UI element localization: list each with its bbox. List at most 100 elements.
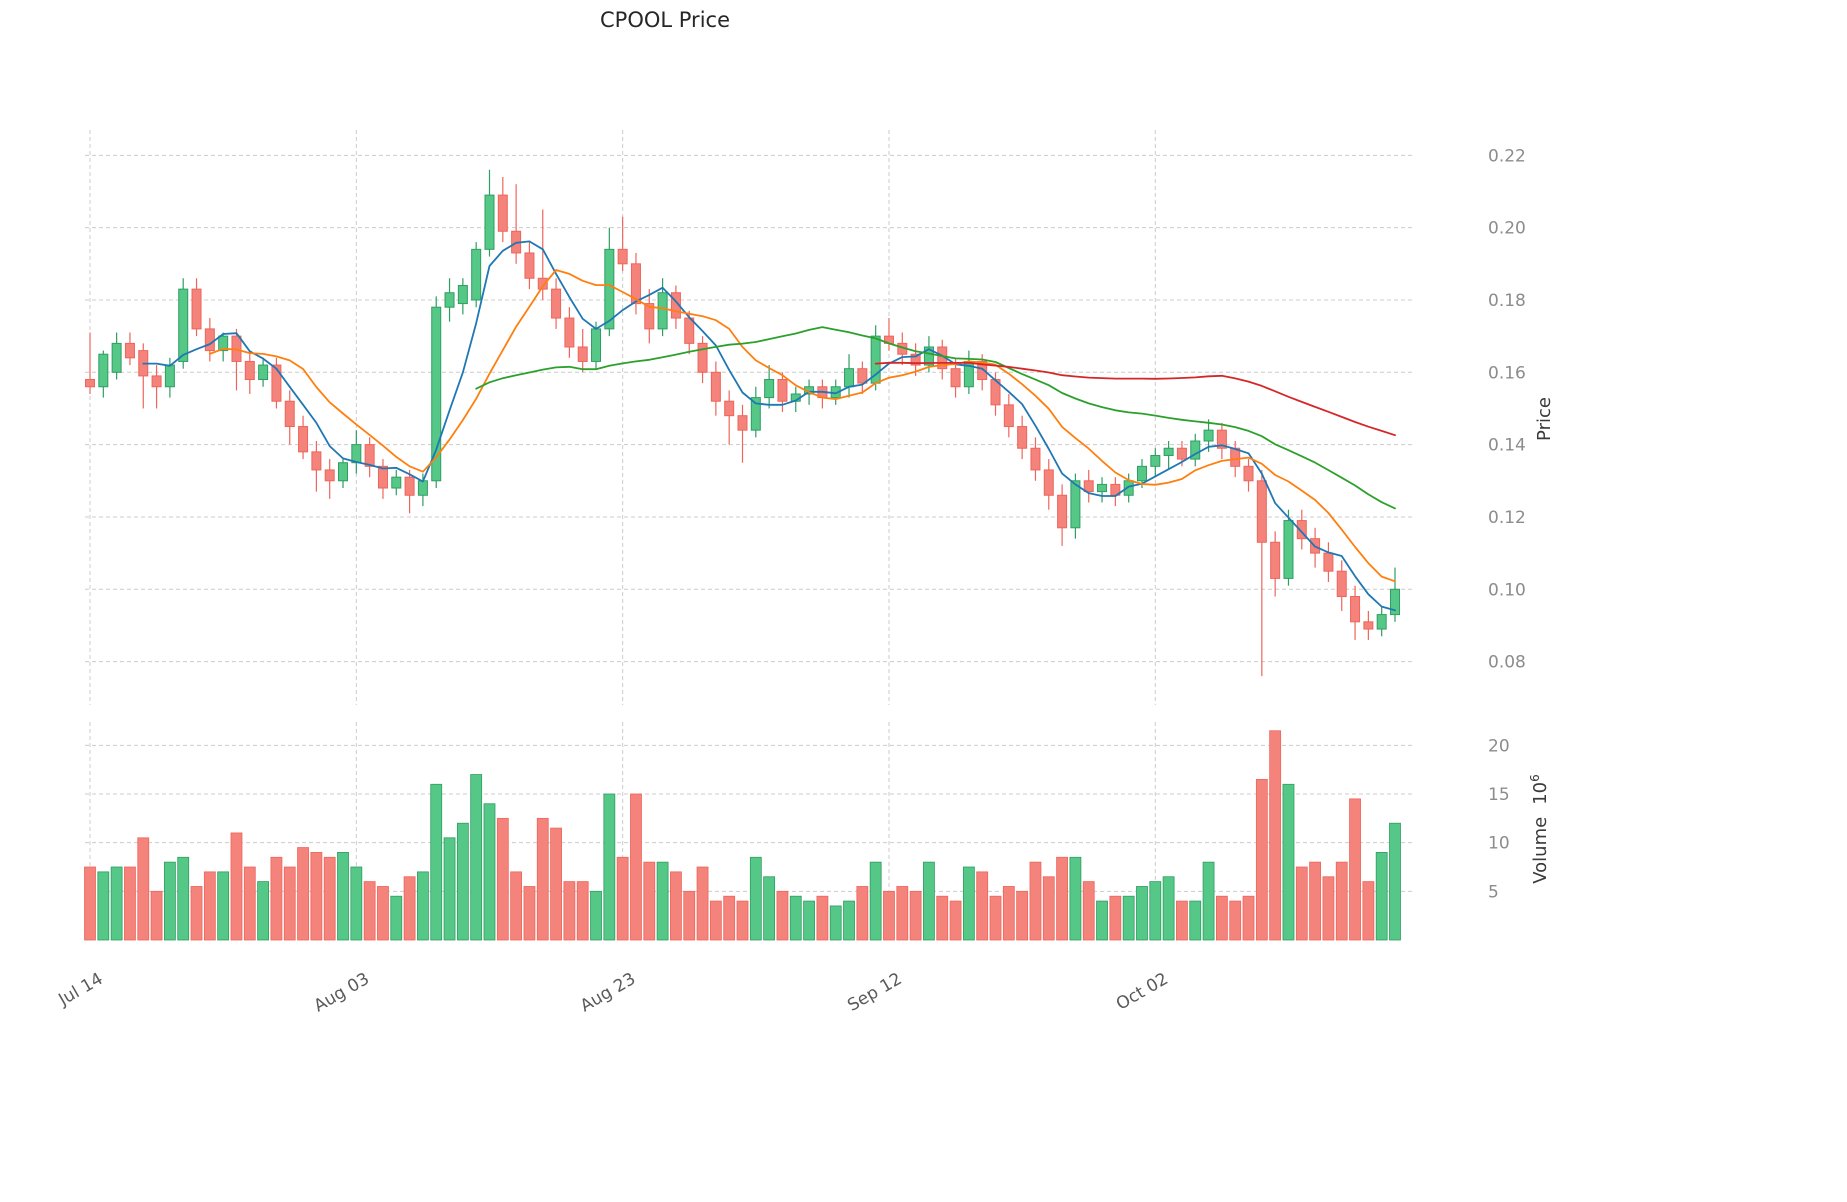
ma-line-MA10 <box>208 269 1396 583</box>
volume-bar <box>536 817 549 941</box>
candle-body <box>551 288 562 319</box>
volume-bar <box>217 871 230 941</box>
candle-body <box>471 248 482 301</box>
volume-bar <box>856 886 869 941</box>
volume-bar <box>337 852 349 941</box>
volume-bar <box>270 856 283 941</box>
volume-bar <box>816 895 829 941</box>
volume-bar <box>1335 861 1348 941</box>
volume-bar <box>1016 890 1029 941</box>
volume-bar <box>1056 856 1068 941</box>
candle-body <box>377 465 388 489</box>
volume-bar <box>630 793 642 941</box>
volume-bar <box>110 866 123 941</box>
volume-bar <box>417 871 429 941</box>
candle-body <box>204 328 215 352</box>
volume-bar <box>1282 783 1295 941</box>
candle-body <box>564 317 575 348</box>
candle-body <box>1057 494 1068 529</box>
candle-body <box>1376 614 1387 630</box>
volume-tick-label: 15 <box>1488 785 1510 805</box>
volume-bar <box>550 827 562 941</box>
candle-body <box>1243 465 1254 482</box>
candle-body <box>910 353 921 366</box>
volume-bar <box>1375 852 1388 941</box>
volume-tick-label: 5 <box>1488 882 1499 902</box>
volume-bar <box>976 871 989 941</box>
volume-bar <box>323 856 336 941</box>
x-tick-label: Aug 23 <box>577 969 639 1016</box>
candle-body <box>191 288 202 330</box>
volume-bar <box>377 886 389 941</box>
candle-body <box>857 368 868 384</box>
candle-body <box>85 379 95 388</box>
volume-bar <box>949 900 962 941</box>
candle-body <box>258 364 269 381</box>
volume-bar <box>776 890 789 941</box>
volume-bar <box>403 876 416 941</box>
price-tick-label: 0.20 <box>1488 219 1526 239</box>
volume-bar <box>510 871 523 941</box>
candle-body <box>1097 483 1108 493</box>
candle-body <box>218 335 229 352</box>
volume-bar <box>909 890 922 941</box>
volume-bar <box>283 866 296 941</box>
volume-bar <box>1322 876 1335 941</box>
volume-bar <box>1082 881 1095 941</box>
candle-body <box>178 288 189 362</box>
ma-line-MA30 <box>475 326 1396 510</box>
volume-bar <box>190 886 203 941</box>
volume-bar <box>163 861 176 941</box>
candle-body <box>1030 447 1041 471</box>
volume-bar <box>430 783 443 941</box>
candle-body <box>351 444 362 464</box>
price-tick-label: 0.22 <box>1488 146 1526 166</box>
candle-body <box>1350 596 1361 623</box>
volume-bar <box>177 856 190 941</box>
candle-body <box>1190 440 1201 460</box>
volume-bar <box>923 861 935 941</box>
x-tick-label: Sep 12 <box>844 969 905 1016</box>
candle-body <box>244 360 255 381</box>
volume-bar <box>310 852 323 941</box>
price-tick-label: 0.16 <box>1488 363 1526 383</box>
volume-tick-label: 10 <box>1488 834 1510 854</box>
volume-bar <box>1029 861 1042 941</box>
candle-body <box>1270 541 1281 579</box>
candle-body <box>311 451 322 471</box>
volume-bar <box>1215 895 1228 941</box>
volume-bar <box>763 876 776 941</box>
volume-bar <box>1229 900 1242 941</box>
price-axis-label-text: Price <box>1534 397 1555 441</box>
ma-line-MA60 <box>874 361 1396 437</box>
candle-body <box>1323 552 1334 572</box>
volume-bar <box>1389 822 1401 941</box>
volume-bar <box>1136 886 1148 941</box>
volume-bar <box>749 856 762 941</box>
volume-bar <box>1349 798 1361 941</box>
volume-bar <box>363 881 376 941</box>
candle-body <box>417 480 428 496</box>
volume-bar <box>1002 886 1015 941</box>
candle-body <box>777 379 788 402</box>
candle-body <box>524 252 535 279</box>
volume-bar <box>124 866 136 941</box>
volume-bar <box>936 895 949 941</box>
candle-body <box>1163 447 1174 456</box>
volume-bar <box>1362 881 1375 941</box>
candle-body <box>457 285 468 305</box>
volume-bar <box>97 871 110 941</box>
volume-axis-exponent: 6 <box>1528 774 1542 782</box>
volume-bar <box>496 817 509 941</box>
volume-bar <box>563 881 576 941</box>
candle-body <box>1083 480 1094 493</box>
candle-body <box>604 248 615 330</box>
volume-bar <box>603 793 616 941</box>
candle-body <box>338 462 349 482</box>
volume-bar <box>470 774 483 941</box>
x-tick-label: Oct 02 <box>1113 969 1172 1015</box>
volume-bar <box>829 905 842 941</box>
candle-body <box>724 400 735 417</box>
candle-body <box>670 292 681 319</box>
